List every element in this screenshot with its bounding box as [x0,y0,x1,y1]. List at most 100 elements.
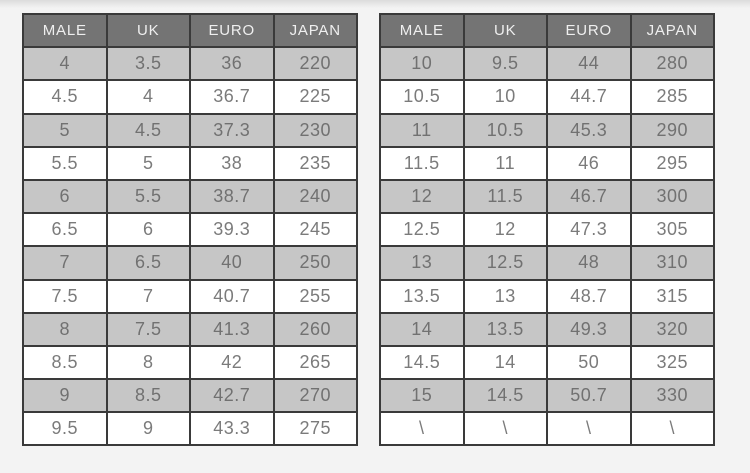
table-cell: 11.5 [462,178,548,215]
table-cell: 14.5 [379,344,465,381]
table-cell: 45.3 [546,112,632,148]
table-cell: 12 [462,212,548,248]
table-cell: 13 [379,245,465,281]
table-cell: 40 [189,245,275,281]
table-cell: \ [629,411,715,447]
table-cell: 14 [379,311,465,347]
table-cell: 48.7 [546,278,632,314]
table-cell: 4.5 [105,112,191,148]
column-header: UK [462,12,548,49]
table-cell: 12 [379,178,465,215]
table-cell: 10.5 [379,79,465,115]
table-cell: 7.5 [105,311,191,347]
table-cell: 260 [272,311,358,347]
table-row: 8 7.5 41.3 260 [22,311,358,347]
table-cell: 43.3 [189,411,275,447]
table-row: 9 8.5 42.7 270 [22,378,358,414]
table-cell: 230 [272,112,358,148]
table-row: \ \ \ \ [379,411,715,447]
table-cell: 8 [22,311,108,347]
table-cell: 38 [189,145,275,181]
table-body: 10 9.5 44 280 10.5 10 44.7 285 11 10.5 45.3 290 11.5… [379,46,715,447]
header-row: MALE UK EURO JAPAN [379,12,715,49]
size-table-right: MALE UK EURO JAPAN 10 9.5 44 280 10.5 10 44.7 285 11… [379,12,715,447]
table-cell: 5.5 [105,178,191,215]
table-cell: 8.5 [22,344,108,381]
table-cell: 36 [189,46,275,82]
table-row: 12 11.5 46.7 300 [379,178,715,215]
table-row: 11 10.5 45.3 290 [379,112,715,148]
table-cell: 285 [629,79,715,115]
table-cell: 13.5 [462,311,548,347]
table-cell: 6.5 [22,212,108,248]
table-row: 4.5 4 36.7 225 [22,79,358,115]
table-cell: 15 [379,378,465,414]
column-header: MALE [22,12,108,49]
table-header: MALE UK EURO JAPAN [379,12,715,49]
table-cell: 7 [105,278,191,314]
table-cell: 50.7 [546,378,632,414]
table-cell: 11 [379,112,465,148]
table-cell: 8 [105,344,191,381]
table-row: 10.5 10 44.7 285 [379,79,715,115]
table-row: 5 4.5 37.3 230 [22,112,358,148]
table-cell: 240 [272,178,358,215]
table-cell: 295 [629,145,715,181]
table-cell: 44 [546,46,632,82]
table-cell: 41.3 [189,311,275,347]
table-row: 15 14.5 50.7 330 [379,378,715,414]
table-cell: 6 [105,212,191,248]
table-cell: 5.5 [22,145,108,181]
table-cell: 275 [272,411,358,447]
size-table-left: MALE UK EURO JAPAN 4 3.5 36 220 4.5 4 36.7 225 5 4.5 3… [22,12,358,447]
table-cell: 42 [189,344,275,381]
table-cell: 13.5 [379,278,465,314]
table-cell: 330 [629,378,715,414]
table-cell: 310 [629,245,715,281]
table-cell: 4 [105,79,191,115]
table-row: 10 9.5 44 280 [379,46,715,82]
table-cell: 9.5 [462,46,548,82]
table-cell: 290 [629,112,715,148]
table-cell: \ [379,411,465,447]
table-cell: 12.5 [379,212,465,248]
table-row: 9.5 9 43.3 275 [22,411,358,447]
table-cell: 325 [629,344,715,381]
table-cell: 6 [22,178,108,215]
table-cell: 9 [105,411,191,447]
table-cell: 38.7 [189,178,275,215]
table-cell: 245 [272,212,358,248]
table-cell: 270 [272,378,358,414]
table-cell: 36.7 [189,79,275,115]
table-cell: 4.5 [22,79,108,115]
table-cell: 4 [22,46,108,82]
table-cell: 5 [105,145,191,181]
table-cell: 46.7 [546,178,632,215]
column-header: EURO [546,12,632,49]
table-cell: 305 [629,212,715,248]
table-cell: 320 [629,311,715,347]
table-row: 13.5 13 48.7 315 [379,278,715,314]
table-cell: 12.5 [462,245,548,281]
table-cell: 3.5 [105,46,191,82]
table-cell: 265 [272,344,358,381]
table-cell: 315 [629,278,715,314]
table-row: 12.5 12 47.3 305 [379,212,715,248]
column-header: JAPAN [629,12,715,49]
table-cell: 8.5 [105,378,191,414]
table-row: 11.5 11 46 295 [379,145,715,181]
table-cell: 235 [272,145,358,181]
column-header: JAPAN [272,12,358,49]
table-cell: 10.5 [462,112,548,148]
table-cell: 280 [629,46,715,82]
table-cell: 14.5 [462,378,548,414]
table-cell: 10 [379,46,465,82]
table-cell: 300 [629,178,715,215]
table-row: 8.5 8 42 265 [22,344,358,381]
header-row: MALE UK EURO JAPAN [22,12,358,49]
table-cell: 7.5 [22,278,108,314]
table-row: 7 6.5 40 250 [22,245,358,281]
table-cell: 250 [272,245,358,281]
table-cell: 13 [462,278,548,314]
table-row: 14 13.5 49.3 320 [379,311,715,347]
